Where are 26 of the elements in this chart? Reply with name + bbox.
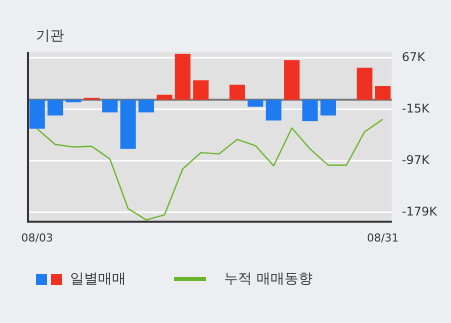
bar xyxy=(48,100,64,116)
bar xyxy=(356,68,372,100)
bar xyxy=(174,54,190,100)
chart-title: 기관 xyxy=(36,27,64,45)
bar xyxy=(156,94,172,100)
bar xyxy=(102,100,118,112)
legend-label: 일별매매 xyxy=(70,270,126,288)
bar xyxy=(266,100,282,121)
bar xyxy=(120,100,136,149)
y-tick-label: -97K xyxy=(402,152,430,167)
x-tick-label: 08/31 xyxy=(366,231,399,244)
y-tick-label: -179K xyxy=(402,204,438,218)
bar xyxy=(193,80,209,100)
bar xyxy=(29,100,45,129)
bar xyxy=(229,84,246,100)
bar xyxy=(138,100,154,112)
bar xyxy=(375,86,391,100)
y-tick-label: 67K xyxy=(402,50,426,64)
bar xyxy=(320,100,336,116)
bar xyxy=(302,100,318,122)
x-tick-label: 08/03 xyxy=(21,231,53,244)
bar xyxy=(66,100,82,102)
bar xyxy=(248,100,264,107)
y-tick-label: -15K xyxy=(402,101,430,116)
bar xyxy=(284,60,300,100)
legend-label: 누적 매매동향 xyxy=(224,270,312,288)
